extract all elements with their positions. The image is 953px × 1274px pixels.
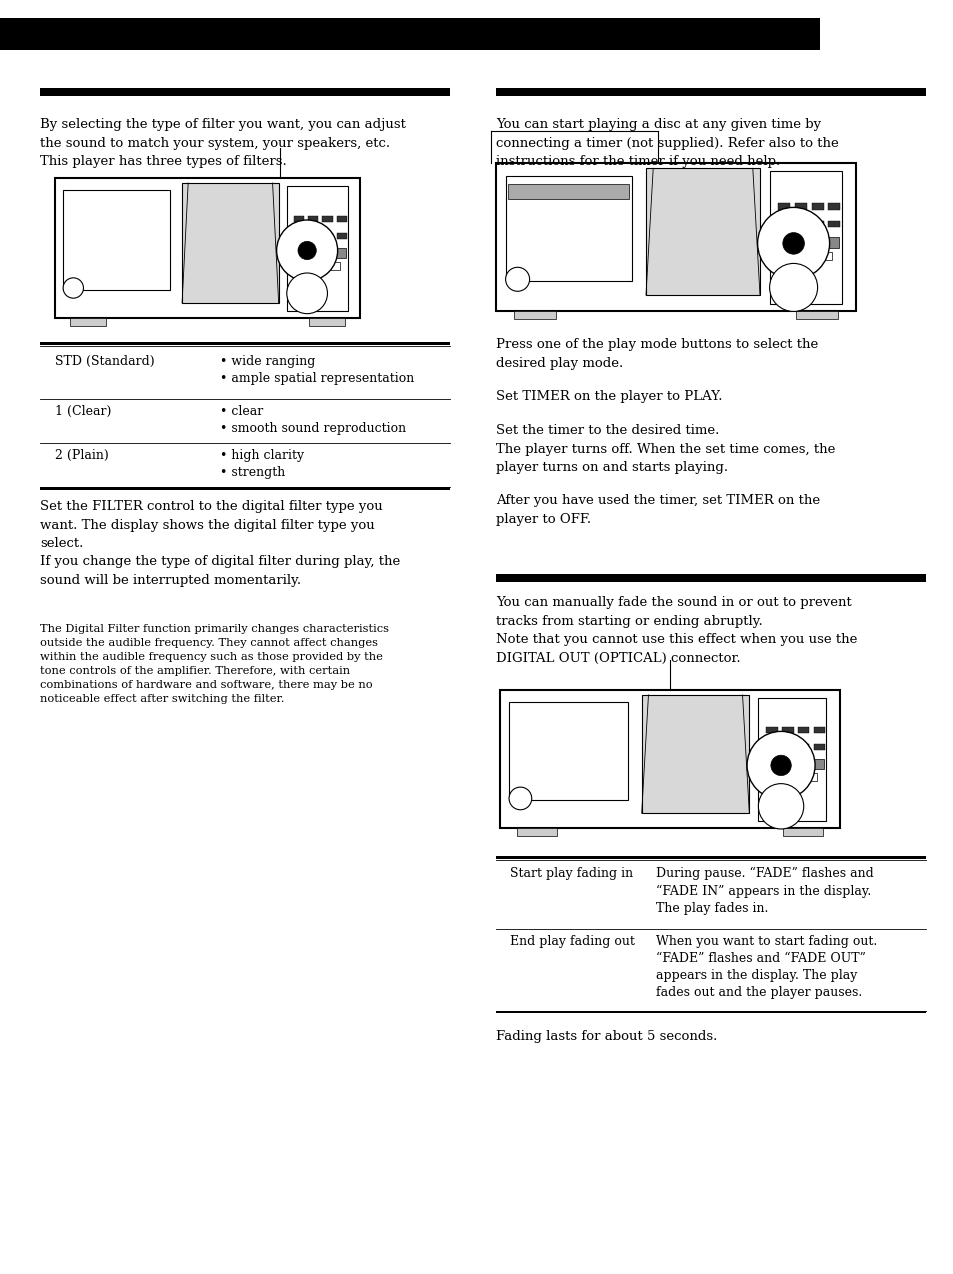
Bar: [771, 237, 839, 247]
Bar: [794, 222, 806, 228]
Bar: [778, 222, 789, 228]
Text: You can manually fade the sound in or out to prevent
tracks from starting or end: You can manually fade the sound in or ou…: [496, 596, 857, 665]
Text: • high clarity
• strength: • high clarity • strength: [220, 448, 304, 479]
Bar: [813, 744, 824, 750]
Circle shape: [757, 208, 829, 279]
Circle shape: [782, 233, 803, 255]
Bar: [40, 487, 450, 490]
Bar: [774, 252, 788, 260]
Bar: [0, 18, 820, 50]
Text: By selecting the type of filter you want, you can adjust
the sound to match your: By selecting the type of filter you want…: [40, 118, 405, 168]
Bar: [40, 341, 450, 345]
Text: • clear
• smooth sound reproduction: • clear • smooth sound reproduction: [220, 405, 406, 434]
Bar: [762, 773, 776, 781]
Text: 2 (Plain): 2 (Plain): [55, 448, 109, 462]
Bar: [817, 252, 831, 260]
Bar: [782, 828, 822, 836]
Circle shape: [63, 278, 83, 298]
Text: Set TIMER on the player to PLAY.: Set TIMER on the player to PLAY.: [496, 390, 721, 403]
Circle shape: [276, 220, 337, 282]
Bar: [811, 203, 822, 209]
Bar: [308, 233, 318, 240]
Circle shape: [297, 241, 316, 260]
Text: During pause. “FADE” flashes and
“FADE IN” appears in the display.
The play fade: During pause. “FADE” flashes and “FADE I…: [656, 868, 873, 915]
Bar: [769, 172, 841, 303]
Bar: [798, 744, 808, 750]
Bar: [496, 1012, 925, 1013]
Bar: [765, 727, 777, 734]
Bar: [327, 262, 339, 270]
Text: STD (Standard): STD (Standard): [55, 355, 154, 368]
Text: Set the FILTER control to the digital filter type you
want. The display shows th: Set the FILTER control to the digital fi…: [40, 499, 400, 587]
Bar: [645, 168, 760, 296]
Bar: [63, 190, 170, 290]
Text: • wide ranging
• ample spatial representation: • wide ranging • ample spatial represent…: [220, 355, 414, 385]
Bar: [309, 318, 344, 326]
Circle shape: [769, 264, 817, 311]
Bar: [322, 233, 333, 240]
Bar: [811, 222, 822, 228]
Bar: [496, 163, 855, 311]
Bar: [289, 248, 345, 259]
Bar: [507, 185, 629, 199]
Bar: [778, 203, 789, 209]
Text: After you have used the timer, set TIMER on the
player to OFF.: After you have used the timer, set TIMER…: [496, 494, 820, 525]
Bar: [781, 727, 793, 734]
Bar: [322, 217, 333, 222]
Circle shape: [505, 268, 529, 292]
Bar: [294, 217, 304, 222]
Bar: [802, 773, 817, 781]
Bar: [781, 744, 793, 750]
Bar: [499, 691, 840, 828]
Circle shape: [287, 273, 327, 313]
Bar: [514, 311, 556, 320]
Bar: [794, 203, 806, 209]
Bar: [509, 702, 627, 800]
Text: 1 (Clear): 1 (Clear): [55, 405, 112, 418]
Bar: [336, 233, 347, 240]
Bar: [798, 727, 808, 734]
Text: Press one of the play mode buttons to select the
desired play mode.: Press one of the play mode buttons to se…: [496, 338, 818, 369]
Bar: [40, 88, 450, 96]
Bar: [336, 217, 347, 222]
Text: You can start playing a disc at any given time by
connecting a timer (not suppli: You can start playing a disc at any give…: [496, 118, 838, 168]
Bar: [496, 575, 925, 582]
Bar: [496, 88, 925, 96]
Circle shape: [509, 787, 531, 810]
Bar: [496, 856, 925, 859]
Circle shape: [758, 784, 802, 829]
Text: Fading lasts for about 5 seconds.: Fading lasts for about 5 seconds.: [496, 1029, 717, 1043]
Circle shape: [770, 755, 790, 776]
Circle shape: [746, 731, 814, 799]
Bar: [641, 694, 748, 813]
Bar: [55, 178, 359, 318]
Bar: [760, 759, 823, 768]
Bar: [795, 252, 809, 260]
Bar: [517, 828, 557, 836]
Bar: [765, 744, 777, 750]
Bar: [71, 318, 106, 326]
Bar: [291, 262, 303, 270]
Bar: [294, 233, 304, 240]
Text: End play fading out: End play fading out: [510, 935, 634, 948]
Bar: [827, 203, 840, 209]
Bar: [309, 262, 321, 270]
Bar: [505, 176, 631, 282]
Text: Set the timer to the desired time.
The player turns off. When the set time comes: Set the timer to the desired time. The p…: [496, 424, 835, 474]
Bar: [287, 186, 348, 311]
Bar: [182, 183, 278, 303]
Text: Start play fading in: Start play fading in: [510, 868, 633, 880]
Bar: [308, 217, 318, 222]
Bar: [758, 698, 825, 822]
Bar: [827, 222, 840, 228]
Bar: [782, 773, 796, 781]
Bar: [813, 727, 824, 734]
Text: The Digital Filter function primarily changes characteristics
outside the audibl: The Digital Filter function primarily ch…: [40, 624, 389, 705]
Text: When you want to start fading out.
“FADE” flashes and “FADE OUT”
appears in the : When you want to start fading out. “FADE…: [656, 935, 877, 999]
Bar: [795, 311, 837, 320]
